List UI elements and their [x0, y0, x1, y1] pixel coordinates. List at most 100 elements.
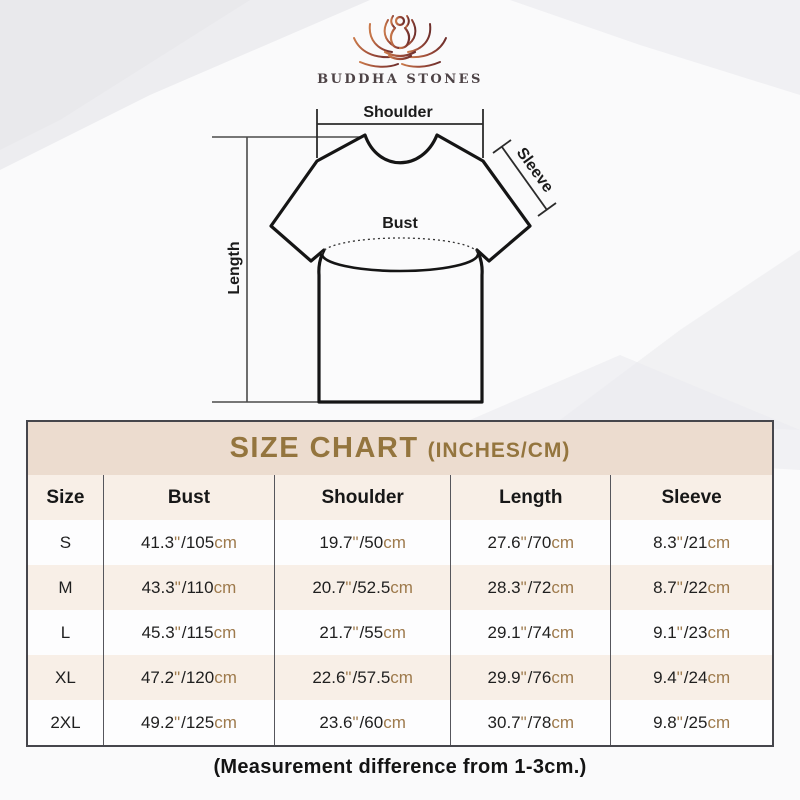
inches-value: 23.6 — [319, 712, 353, 732]
inch-mark: " — [520, 667, 527, 687]
cm-unit: cm — [551, 712, 574, 732]
inches-value: 45.3 — [141, 622, 175, 642]
table-row: S 41.3 "/105 cm 19.7 "/50 cm 27.6 "/70 cm 8.3 "… — [28, 520, 772, 565]
cm-value: 72 — [532, 577, 552, 597]
cm-unit: cm — [707, 532, 731, 552]
value-separator: / — [683, 667, 689, 687]
inches-value: 29.1 — [487, 622, 521, 642]
sleeve-cell: 8.7 "/22 cm — [611, 565, 772, 610]
table-row: XL 47.2 "/120 cm 22.6 "/57.5 cm 29.9 "/76 cm 9… — [28, 655, 772, 700]
bust-cell: 45.3 "/115 cm — [104, 610, 275, 655]
measurement-tolerance-note: (Measurement difference from 1-3cm.) — [213, 756, 587, 778]
shoulder-measure-lines — [316, 109, 484, 158]
brand-header: BUDDHA STONES — [0, 8, 800, 87]
length-cell: 28.3 "/72 cm — [451, 565, 612, 610]
sleeve-cell: 8.3 "/21 cm — [611, 520, 772, 565]
inch-mark: " — [174, 622, 181, 642]
tshirt-measurement-diagram: Shoulder Length Bust Sleeve — [212, 104, 557, 404]
inches-value: 28.3 — [487, 577, 521, 597]
inch-mark: " — [174, 532, 181, 552]
cm-unit: cm — [383, 712, 406, 732]
inches-value: 9.8 — [653, 712, 677, 732]
size-chart-table: SIZE CHART (INCHES/CM) Size Bust Shoulde… — [26, 420, 774, 747]
value-separator: / — [359, 712, 365, 732]
cm-value: 110 — [186, 577, 214, 597]
value-separator: / — [181, 622, 187, 642]
cm-value: 52.5 — [357, 577, 391, 597]
column-header-length: Length — [451, 475, 612, 520]
inch-mark: " — [676, 712, 683, 732]
length-cell: 29.1 "/74 cm — [451, 610, 612, 655]
value-separator: / — [181, 577, 187, 597]
cm-unit: cm — [213, 622, 237, 642]
value-separator: / — [527, 532, 533, 552]
column-header-sleeve: Sleeve — [611, 475, 772, 520]
value-separator: / — [683, 712, 689, 732]
inch-mark: " — [352, 532, 359, 552]
inch-mark: " — [676, 667, 683, 687]
lotus-meditation-logo-icon — [353, 15, 447, 68]
sleeve-cell: 9.8 "/25 cm — [611, 700, 772, 745]
value-separator: / — [181, 667, 186, 687]
sleeve-cell: 9.1 "/23 cm — [611, 610, 772, 655]
cm-unit: cm — [390, 577, 413, 597]
cm-value: 50 — [364, 532, 384, 552]
length-cell: 27.6 "/70 cm — [451, 520, 612, 565]
inches-value: 20.7 — [312, 577, 346, 597]
size-cell: S — [28, 520, 104, 565]
cm-value: 60 — [364, 712, 384, 732]
value-separator: / — [527, 712, 533, 732]
column-header-size: Size — [28, 475, 104, 520]
tshirt-outline — [269, 133, 532, 404]
inches-value: 29.9 — [487, 667, 521, 687]
value-separator: / — [527, 667, 533, 687]
inch-mark: " — [174, 667, 181, 687]
inches-value: 30.7 — [487, 712, 521, 732]
inches-value: 8.7 — [653, 577, 677, 597]
inch-mark: " — [676, 577, 683, 597]
shoulder-cell: 19.7 "/50 cm — [275, 520, 452, 565]
inch-mark: " — [520, 532, 527, 552]
inch-mark: " — [676, 532, 683, 552]
inch-mark: " — [676, 622, 683, 642]
shoulder-cell: 20.7 "/52.5 cm — [274, 565, 452, 610]
cm-unit: cm — [383, 532, 406, 552]
size-chart-units-suffix: (INCHES/CM) — [427, 439, 571, 462]
value-separator: / — [359, 532, 365, 552]
inches-value: 43.3 — [141, 577, 175, 597]
cm-value: 55 — [364, 622, 384, 642]
inches-value: 19.7 — [319, 532, 353, 552]
inches-value: 41.3 — [140, 532, 175, 552]
inch-mark: " — [520, 712, 527, 732]
cm-value: 78 — [532, 712, 552, 732]
cm-value: 120 — [185, 667, 215, 687]
cm-unit: cm — [390, 667, 413, 687]
bust-cell: 49.2 "/125 cm — [104, 700, 275, 745]
size-cell: XL — [28, 655, 104, 700]
cm-value: 125 — [185, 712, 215, 732]
column-header-shoulder: Shoulder — [274, 475, 452, 520]
cm-unit: cm — [214, 532, 237, 552]
size-chart-title: SIZE CHART — [229, 432, 419, 464]
shoulder-cell: 23.6 "/60 cm — [275, 700, 452, 745]
cm-unit: cm — [214, 667, 237, 687]
shoulder-cell: 22.6 "/57.5 cm — [274, 655, 452, 700]
size-cell: M — [28, 565, 104, 610]
size-cell: 2XL — [28, 700, 104, 745]
bust-label: Bust — [382, 215, 418, 232]
inches-value: 9.1 — [653, 622, 677, 642]
value-separator: / — [683, 622, 689, 642]
cm-unit: cm — [707, 712, 731, 732]
bust-ellipse-solid — [320, 253, 480, 273]
shoulder-cell: 21.7 "/55 cm — [275, 610, 452, 655]
cm-unit: cm — [213, 577, 237, 597]
table-row: 2XL 49.2 "/125 cm 23.6 "/60 cm 30.7 "/78 cm 9.… — [28, 700, 772, 745]
length-cell: 29.9 "/76 cm — [451, 655, 612, 700]
inches-value: 27.6 — [487, 532, 521, 552]
value-separator: / — [683, 577, 689, 597]
inch-mark: " — [174, 577, 181, 597]
cm-value: 22 — [688, 577, 708, 597]
table-row: M 43.3 "/110 cm 20.7 "/52.5 cm 28.3 "/72 cm 8.… — [28, 565, 772, 610]
column-header-bust: Bust — [103, 475, 275, 520]
bust-cell: 47.2 "/120 cm — [103, 655, 275, 700]
